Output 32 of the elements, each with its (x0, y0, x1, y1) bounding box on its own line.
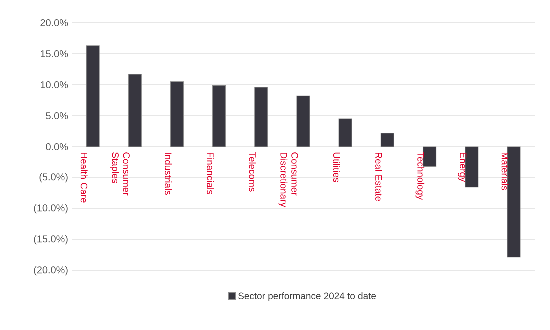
bar (465, 146, 479, 188)
y-tick-label: 5.0% (46, 112, 68, 120)
x-tick-label: Consumer Staples (110, 152, 130, 196)
bar (507, 146, 521, 258)
bar (296, 96, 310, 148)
x-tick-label: Technology (416, 152, 425, 200)
y-tick-label: 10.0% (40, 81, 68, 89)
bar (422, 146, 437, 168)
x-tick-label: Energy (458, 152, 467, 182)
bar (338, 118, 352, 148)
x-tick-label: Real Estate (376, 152, 382, 202)
y-tick-label: (20.0%) (34, 266, 68, 276)
x-tick-label: Financials (207, 152, 214, 194)
x-tick-label: Health Care (80, 152, 88, 203)
y-tick-label: 20.0% (40, 19, 68, 27)
y-tick-label: (5.0%) (40, 173, 68, 183)
bar (128, 74, 142, 148)
bar (86, 46, 100, 148)
x-tick-label: Industrials (165, 153, 172, 195)
bar (254, 87, 268, 148)
x-tick-label: Consumer Discretionary (278, 152, 298, 208)
y-tick-label: 15.0% (40, 50, 68, 58)
y-tick-label: (10.0%) (34, 204, 68, 214)
bar (170, 82, 184, 148)
x-tick-label: Materials (502, 152, 509, 190)
legend-label: Sector performance 2024 to date (238, 292, 376, 302)
bar (380, 133, 394, 148)
bar (212, 85, 226, 148)
x-tick-label: Utilities (333, 152, 340, 182)
y-tick-label: (15.0%) (34, 235, 68, 245)
x-tick-label: Telecoms (249, 152, 256, 192)
y-tick-label: 0.0% (46, 143, 68, 151)
